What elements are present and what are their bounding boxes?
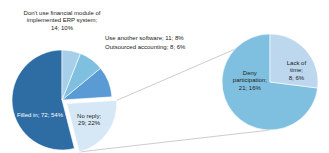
data-label: Lack of time;8; 6% [287, 59, 307, 80]
data-label: Don't use financial module of implemented… [24, 9, 101, 30]
pie-slice [67, 100, 117, 152]
pie-slice [222, 34, 318, 130]
data-label: Use another software; 11; 8% [105, 35, 184, 41]
data-label-line: participation; [233, 77, 267, 83]
data-label-line: time; [290, 67, 303, 73]
data-label: Deny participation;21; 16% [233, 69, 267, 90]
data-label-line: Lack of [287, 59, 307, 65]
chart: Filled in; 72; 54% No reply;29; 22% Don't … [0, 0, 329, 153]
data-label-line: 8; 6% [289, 74, 305, 80]
data-label-line: Deny [243, 69, 257, 75]
pie-slice [62, 50, 80, 100]
data-label-line: Use another software; 11; 8% [105, 35, 184, 41]
pie [222, 34, 318, 130]
data-label-line: Outsourced accounting; 8; 6% [105, 44, 186, 50]
connector-line [79, 130, 270, 152]
pie [12, 50, 117, 152]
data-label: Filled in; 72; 54% [17, 112, 64, 118]
data-label-line: 14; 10% [51, 24, 74, 30]
data-label-line: implemented ERP system; [27, 17, 98, 23]
data-label-line: 21; 16% [239, 84, 262, 90]
data-label: No reply;29; 22% [77, 113, 101, 127]
data-label: Outsourced accounting; 8; 6% [105, 44, 186, 50]
pie-slice [270, 34, 318, 88]
data-label-line: Filled in; 72; 54% [17, 112, 64, 118]
data-labels: Filled in; 72; 54% No reply;29; 22% Don't … [17, 9, 306, 126]
data-label-line: Don't use financial module of [24, 9, 101, 15]
data-label-line: No reply; [77, 113, 101, 119]
data-label-line: 29; 22% [78, 120, 101, 126]
